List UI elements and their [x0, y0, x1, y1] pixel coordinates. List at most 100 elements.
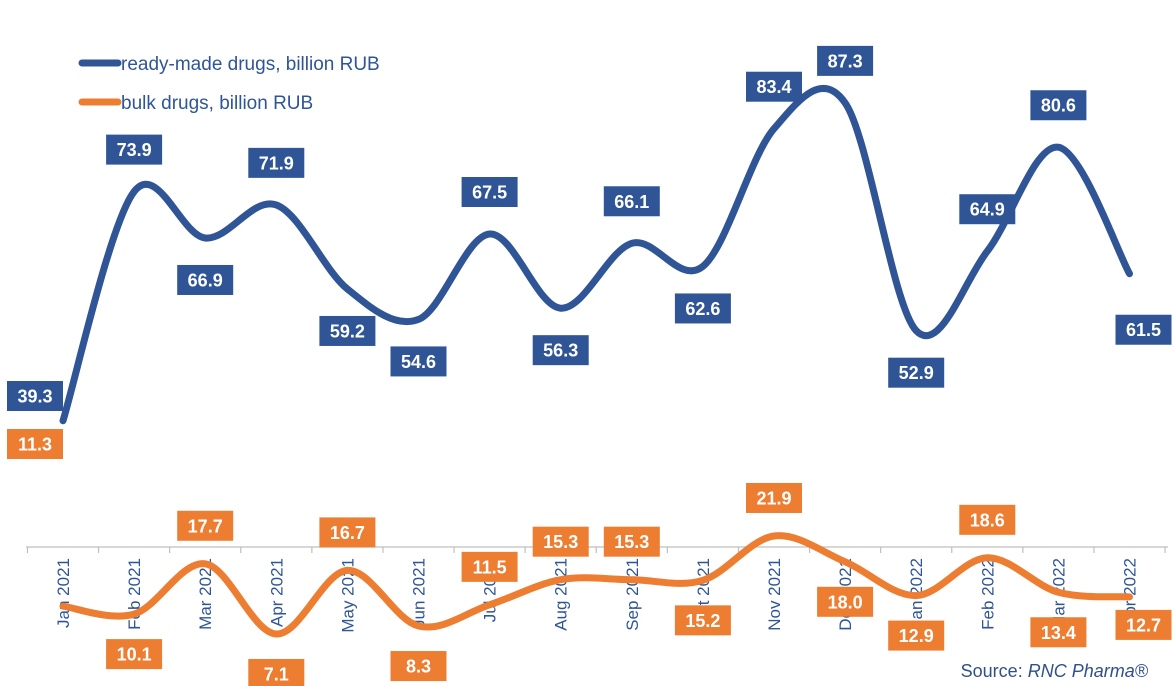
source-name: RNC Pharma® [1027, 661, 1148, 681]
data-label: 7.1 [248, 658, 305, 686]
series-line-ready-made-drugs [59, 85, 1133, 425]
data-label-text: 67.5 [472, 183, 507, 203]
data-label-box [319, 517, 376, 548]
data-label-text: 54.6 [401, 352, 436, 372]
data-label-box [603, 526, 660, 557]
data-label: 59.2 [319, 315, 376, 346]
data-label: 13.4 [1030, 617, 1087, 648]
legend-label-bulk-drugs: bulk drugs, billion RUB [121, 93, 313, 114]
data-label: 73.9 [106, 134, 163, 165]
x-tick-label: Jun 2021 [410, 558, 429, 628]
data-label-text: 15.2 [685, 611, 720, 631]
data-label-text: 11.5 [473, 557, 507, 577]
data-label-box [1030, 617, 1087, 648]
data-label-text: 73.9 [117, 140, 152, 160]
data-label: 11.3 [7, 429, 63, 459]
data-label: 16.7 [319, 517, 376, 548]
data-label-box [461, 551, 518, 582]
data-label: 67.5 [461, 177, 518, 207]
data-label-box [177, 264, 234, 295]
data-label: 18.0 [817, 586, 874, 617]
data-label: 52.9 [888, 357, 945, 388]
data-label-box [959, 194, 1016, 225]
data-label: 66.9 [177, 264, 234, 295]
data-label-text: 62.6 [685, 299, 720, 319]
data-label: 15.3 [603, 526, 660, 557]
source-prefix: Source: [960, 661, 1028, 681]
data-label-box [106, 639, 163, 670]
x-tick-label: Apr 2022 [1121, 558, 1140, 627]
x-tick-label: Aug 2021 [552, 558, 571, 631]
legend-item-ready-made-drugs: ready-made drugs, billion RUB [78, 54, 380, 75]
data-label-box [888, 620, 945, 651]
data-label-text: 12.7 [1126, 615, 1161, 635]
data-label-text: 59.2 [330, 321, 365, 341]
data-label-text: 71.9 [259, 153, 294, 173]
data-label-text: 66.1 [614, 192, 649, 212]
series-lines [59, 85, 1133, 638]
data-label-text: 39.3 [17, 387, 52, 407]
data-label-box [746, 482, 802, 513]
legend-label-ready-made-drugs: ready-made drugs, billion RUB [121, 54, 380, 75]
data-label-text: 18.0 [828, 592, 863, 612]
source-note: Source: RNC Pharma® [961, 661, 1148, 682]
series-line-bulk-drugs [59, 532, 1133, 638]
data-label-box [319, 315, 376, 346]
data-label-text: 52.9 [899, 363, 934, 383]
data-label-box [248, 658, 305, 686]
data-label-box [1115, 609, 1172, 640]
data-label: 21.9 [746, 482, 802, 513]
data-label-text: 64.9 [970, 200, 1005, 220]
data-label-text: 7.1 [264, 664, 289, 684]
x-tick-label: Feb 2021 [125, 558, 144, 630]
data-label: 15.2 [674, 605, 731, 636]
x-tick-label: Apr 2021 [267, 558, 286, 627]
data-label-box [817, 586, 874, 617]
data-label-text: 18.6 [970, 510, 1005, 530]
data-label-box [1115, 314, 1172, 345]
data-label-text: 87.3 [828, 51, 863, 71]
data-label-box [461, 177, 518, 207]
data-label-text: 66.9 [188, 270, 223, 290]
data-label-box [7, 429, 63, 459]
data-label-text: 15.3 [543, 532, 578, 552]
data-label-text: 12.9 [899, 626, 934, 646]
data-label-box [248, 147, 305, 178]
data-label: 11.5 [461, 551, 518, 582]
x-tick-label: May 2021 [338, 558, 357, 633]
data-label-box [1030, 90, 1087, 121]
data-label-box [674, 293, 731, 324]
data-label: 12.7 [1115, 609, 1172, 640]
data-label: 56.3 [532, 335, 589, 366]
x-tick-label: Jan 2021 [54, 558, 73, 628]
data-label: 87.3 [817, 45, 874, 76]
data-label: 54.6 [390, 346, 447, 377]
data-label-box [106, 134, 163, 165]
data-label-box [888, 357, 945, 388]
data-label: 64.9 [959, 194, 1016, 225]
data-label: 62.6 [674, 293, 731, 324]
data-label: 12.9 [888, 620, 945, 651]
data-label-box [746, 71, 802, 102]
data-label-box [817, 45, 874, 76]
data-labels: 39.3 73.9 66.9 71.9 59.2 54.6 67.5 56.3 66.1 62.6… [7, 45, 1172, 686]
data-label-text: 13.4 [1041, 623, 1076, 643]
data-label: 15.3 [532, 526, 589, 557]
data-label: 71.9 [248, 147, 305, 178]
data-label-text: 21.9 [756, 488, 791, 508]
data-label: 61.5 [1115, 314, 1172, 345]
data-label-text: 17.7 [188, 516, 223, 536]
data-label: 83.4 [746, 71, 802, 102]
data-label: 66.1 [603, 186, 660, 217]
data-label: 80.6 [1030, 90, 1087, 121]
x-tick-label: Mar 2021 [196, 558, 215, 630]
data-label-text: 16.7 [330, 523, 365, 543]
data-label: 10.1 [106, 639, 163, 670]
x-tick-label: Nov 2021 [765, 558, 784, 631]
x-axis-ticks [26, 547, 1166, 553]
data-label-box [532, 526, 589, 557]
data-label-text: 61.5 [1126, 320, 1161, 340]
data-label-box [532, 335, 589, 366]
data-label: 18.6 [959, 504, 1016, 535]
